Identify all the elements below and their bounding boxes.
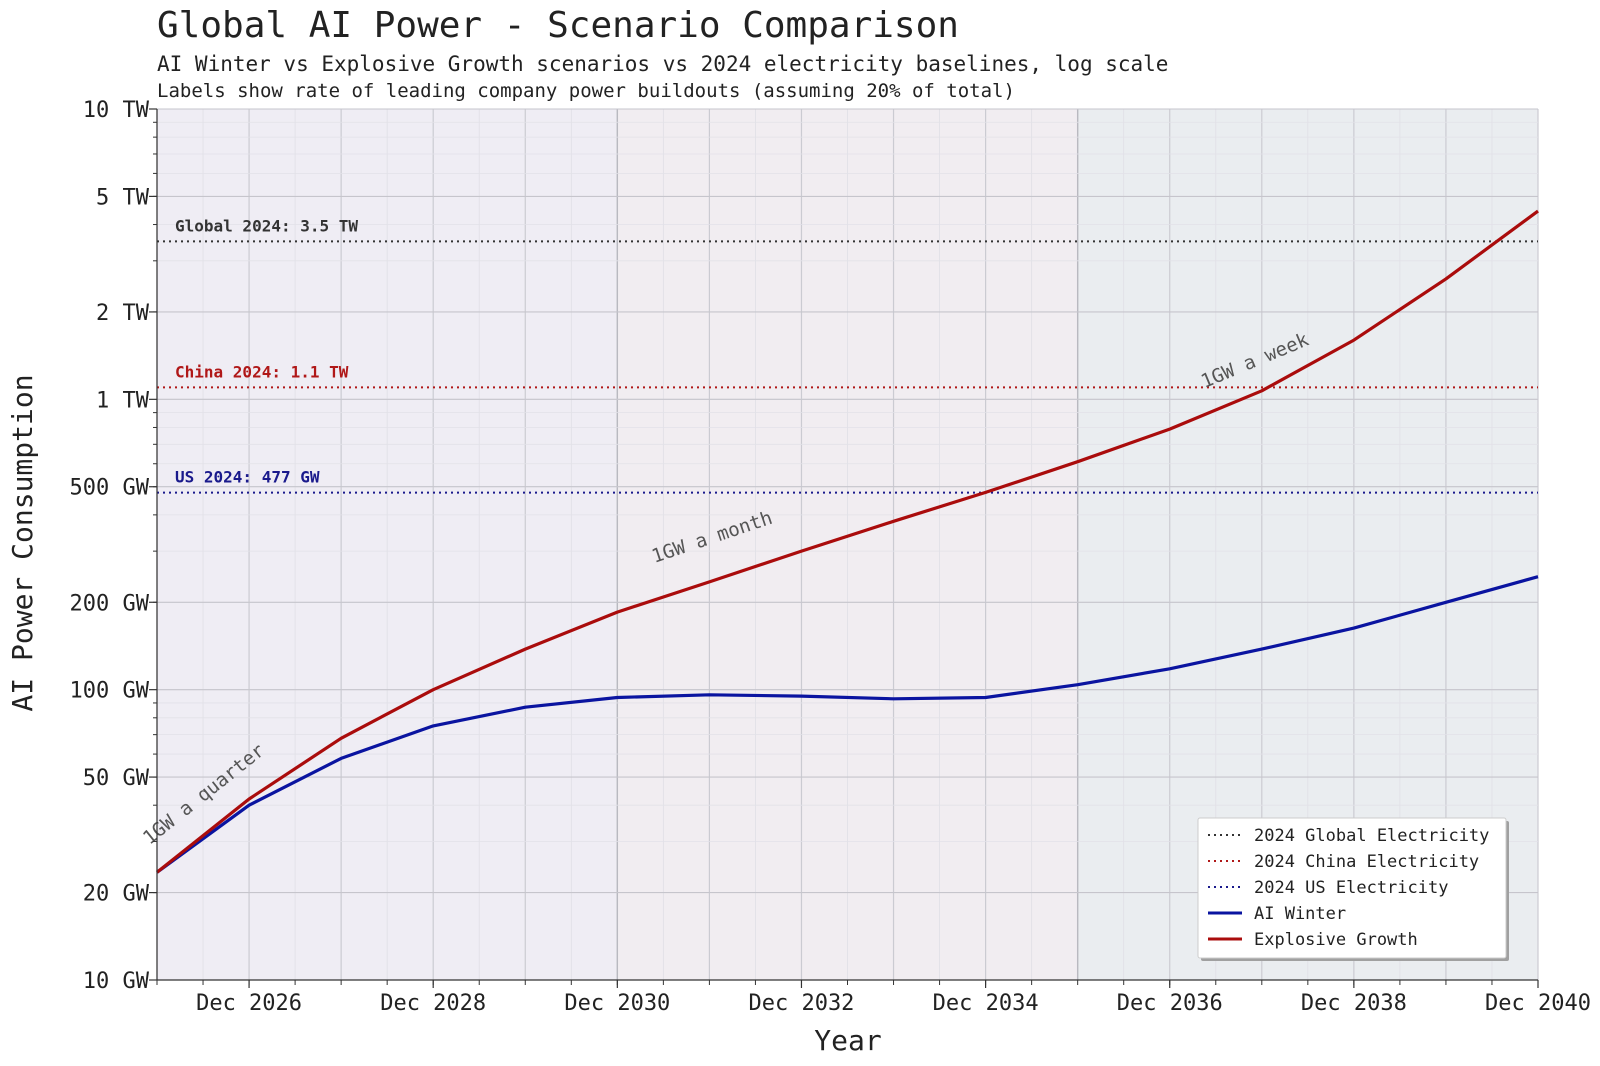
series-lines: [156, 209, 1539, 874]
x-tick-label: Dec 2038: [1301, 991, 1407, 1016]
legend-box: [1197, 817, 1507, 959]
legend-label-0: 2024 Global Electricity: [1254, 826, 1489, 846]
legend: 2024 Global Electricity 2024 China Electr…: [1197, 817, 1509, 961]
chart-subtitle: AI Winter vs Explosive Growth scenarios …: [157, 52, 1168, 76]
legend-label-1: 2024 China Electricity: [1254, 852, 1479, 872]
reference-label-1: China 2024: 1.1 TW: [175, 362, 349, 381]
y-tick-label: 500 GW: [70, 476, 150, 501]
legend-label-3: AI Winter: [1254, 904, 1346, 924]
y-axis-label: AI Power Consumption: [6, 374, 39, 711]
x-tick-label: Dec 2030: [564, 991, 670, 1016]
y-tick-label: 20 GW: [83, 882, 150, 907]
y-tick-label: 50 GW: [83, 766, 150, 791]
legend-label-2: 2024 US Electricity: [1254, 878, 1448, 898]
x-tick-labels: Dec 2026 Dec 2028 Dec 2030 Dec 2032 Dec 2034…: [196, 980, 1591, 1016]
x-axis-label: Year: [814, 1024, 881, 1057]
y-tick-label: 100 GW: [70, 679, 150, 704]
y-tick-label: 200 GW: [70, 591, 150, 616]
y-tick-label: 5 TW: [96, 185, 150, 210]
x-tick-label: Dec 2028: [380, 991, 486, 1016]
x-tick-label: Dec 2026: [196, 991, 302, 1016]
chart-subtitle-2: Labels show rate of leading company powe…: [157, 80, 1015, 102]
x-tick-label: Dec 2036: [1117, 991, 1223, 1016]
series-line-explosive-growth: [156, 209, 1539, 874]
reference-lines: Global 2024: 3.5 TW China 2024: 1.1 TW US …: [157, 216, 1538, 494]
y-tick-labels: 10 GW 20 GW 50 GW 100 GW 200 GW 500 GW 1 TW 2 T…: [70, 98, 157, 994]
x-tick-label: Dec 2040: [1485, 991, 1591, 1016]
series-line-ai-winter: [156, 575, 1539, 874]
y-tick-label: 2 TW: [96, 301, 150, 326]
reference-label-0: Global 2024: 3.5 TW: [175, 216, 358, 235]
reference-label-2: US 2024: 477 GW: [175, 468, 320, 487]
y-tick-label: 1 TW: [96, 388, 150, 413]
x-tick-label: Dec 2032: [748, 991, 854, 1016]
chart-title: Global AI Power - Scenario Comparison: [157, 5, 959, 46]
legend-label-4: Explosive Growth: [1254, 930, 1418, 950]
y-tick-label: 10 GW: [83, 969, 150, 994]
x-tick-label: Dec 2034: [933, 991, 1039, 1016]
y-tick-label: 10 TW: [83, 98, 150, 123]
